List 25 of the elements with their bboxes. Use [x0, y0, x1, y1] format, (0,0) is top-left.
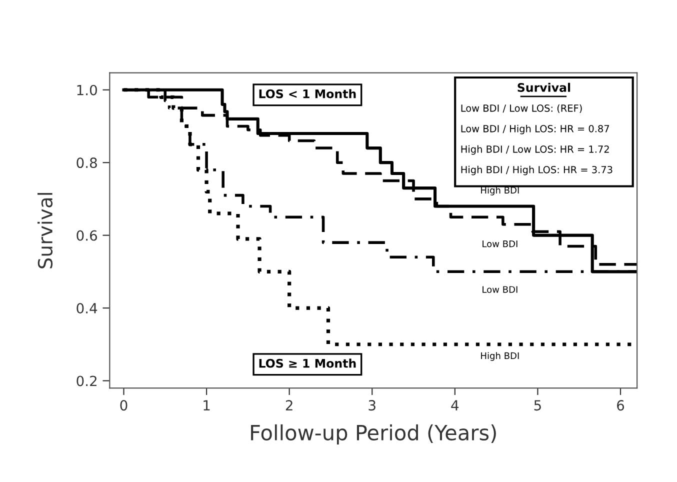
y-tick-label: 0.6: [76, 230, 97, 241]
annotation: Low BDI / Low LOS: (REF): [461, 104, 582, 113]
x-tick-label: 5: [534, 400, 541, 411]
y-axis-title: Survival: [38, 193, 53, 268]
annotation: LOS ≥ 1 Month: [259, 358, 356, 368]
y-tick-label: 1.0: [77, 84, 97, 96]
annotation: High BDI: [481, 352, 519, 361]
x-tick-label: 2: [286, 400, 292, 410]
y-tick-label: 0.8: [76, 158, 97, 168]
x-axis-title: Follow-up Period (Years): [251, 424, 496, 445]
annotation: LOS < 1 Month: [259, 89, 356, 98]
annotation: Low BDI: [482, 286, 518, 293]
x-tick-label: 3: [368, 400, 376, 411]
y-tick-label: 0.4: [76, 302, 98, 314]
x-tick-label: 0: [120, 400, 128, 411]
annotation: High BDI: [481, 186, 519, 196]
annotation: Survival: [518, 82, 570, 92]
x-tick-label: 1: [204, 400, 210, 410]
annotation: Low BDI: [482, 240, 518, 248]
annotation: High BDI / Low LOS: HR = 1.72: [461, 145, 609, 155]
x-tick-label: 4: [451, 400, 459, 410]
annotation: High BDI / High LOS: HR = 3.73: [461, 166, 612, 176]
annotation: Low BDI / High LOS: HR = 0.87: [461, 124, 609, 134]
x-tick-label: 6: [617, 400, 624, 411]
y-tick-label: 0.2: [76, 376, 96, 386]
